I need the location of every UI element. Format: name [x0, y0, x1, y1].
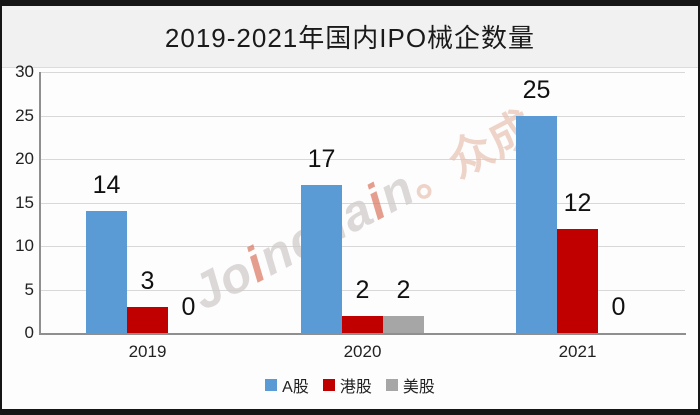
frame-edge-bottom	[0, 409, 700, 415]
frame-edge-right	[698, 0, 700, 415]
value-label-A股-2021: 25	[522, 75, 551, 104]
y-axis-tick-10: 10	[15, 236, 34, 255]
y-axis-tick-20: 20	[15, 149, 34, 168]
bar-A股-2021	[516, 115, 557, 333]
value-label-美股-2019: 0	[181, 293, 196, 321]
x-axis-line	[39, 333, 686, 335]
value-label-港股-2021: 12	[563, 188, 592, 217]
legend-item-hk-shares: 港股	[322, 373, 372, 397]
legend-item-a-shares: A股	[265, 373, 309, 397]
legend-swatch-a-shares	[265, 379, 278, 391]
frame-edge-top	[0, 0, 700, 6]
gridline-20	[40, 159, 685, 160]
bar-港股-2021	[557, 228, 598, 333]
legend-label: 美股	[402, 379, 435, 396]
value-label-A股-2020: 17	[307, 145, 336, 174]
y-axis-tick-25: 25	[15, 105, 34, 125]
legend: A股 港股 美股	[0, 373, 700, 397]
bar-美股-2020	[383, 315, 424, 333]
legend-swatch-us-shares	[385, 379, 398, 391]
y-axis-tick-0: 0	[24, 323, 34, 342]
y-axis-tick-30: 30	[15, 62, 34, 81]
value-label-美股-2021: 0	[611, 293, 626, 321]
value-label-港股-2019: 3	[140, 266, 155, 295]
bar-港股-2019	[127, 306, 168, 333]
bar-A股-2019	[86, 211, 127, 333]
chart-title: 2019-2021年国内IPO械企数量	[164, 23, 536, 53]
y-axis-tick-15: 15	[15, 192, 34, 212]
frame-edge-left	[0, 0, 2, 415]
x-axis-label-2021: 2021	[558, 342, 597, 361]
legend-swatch-hk-shares	[322, 379, 335, 391]
x-axis-label-2019: 2019	[128, 342, 167, 361]
legend-item-us-shares: 美股	[385, 373, 435, 397]
gridline-5	[40, 289, 685, 291]
watermark-text: n	[369, 159, 424, 224]
value-label-美股-2020: 2	[396, 275, 411, 304]
watermark-text: i	[236, 236, 276, 293]
bar-A股-2020	[301, 185, 342, 333]
value-label-A股-2019: 14	[92, 171, 121, 200]
gridline-10	[40, 246, 685, 247]
value-label-港股-2020: 2	[355, 275, 370, 304]
gridline-30	[40, 72, 685, 73]
title-band: 2019-2021年国内IPO械企数量	[2, 6, 698, 68]
gridline-15	[40, 202, 685, 204]
legend-label: A股	[282, 379, 309, 396]
y-axis-line	[39, 72, 41, 335]
legend-label: 港股	[339, 379, 372, 396]
gridline-25	[40, 115, 685, 117]
y-axis-tick-5: 5	[24, 279, 34, 299]
x-axis-label-2020: 2020	[343, 342, 382, 361]
bar-港股-2020	[342, 315, 383, 333]
